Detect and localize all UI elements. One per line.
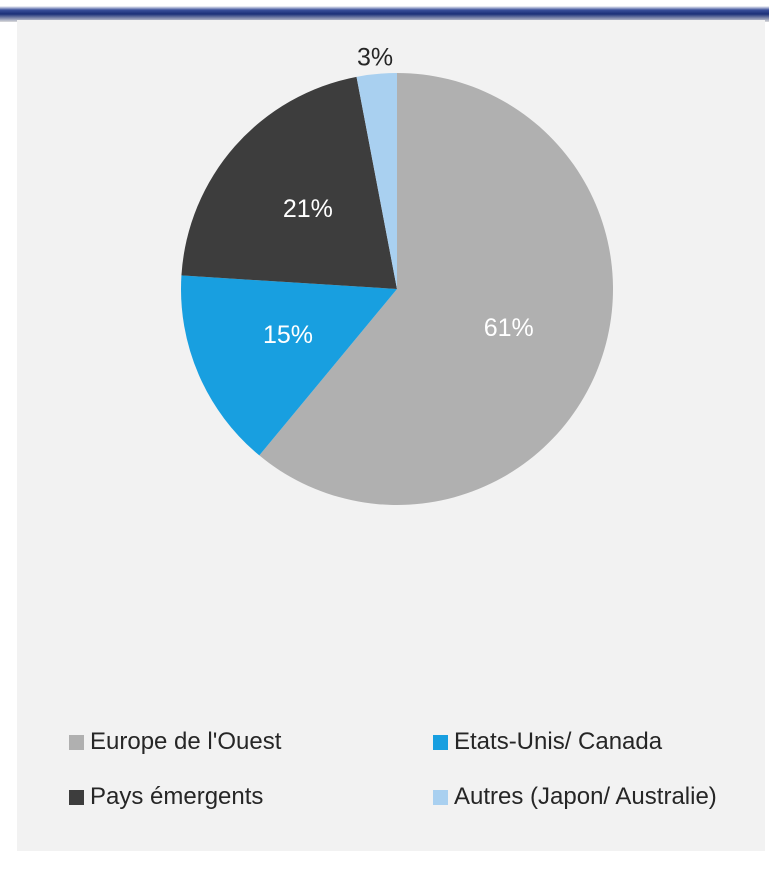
header-bar [0, 0, 769, 22]
pie-slice-autres [356, 73, 397, 289]
legend-item-europe: Europe de l'Ouest [69, 728, 281, 756]
pie-label-etats-unis: 15% [263, 321, 313, 349]
pie-label-europe: 61% [484, 314, 534, 342]
pie-slices [180, 73, 613, 505]
legend-swatch-pays-emergents [69, 789, 84, 805]
legend-swatch-autres [433, 789, 448, 805]
legend-label-pays-emergents: Pays émergents [90, 783, 264, 810]
pie-label-pays-emergents: 21% [283, 195, 333, 223]
pie-label-autres: 3% [357, 43, 393, 71]
legend-item-autres: Autres (Japon/ Australie) [433, 783, 717, 811]
legend-label-europe: Europe de l'Ouest [90, 728, 282, 755]
pie-labels: 61% 15% 21% 3% [263, 43, 534, 348]
pie-slice-etats-unis [180, 275, 397, 456]
pie-slice-europe [259, 73, 613, 505]
legend-swatch-europe [69, 734, 84, 750]
legend-item-etats-unis: Etats-Unis/ Canada [433, 728, 662, 756]
legend-item-pays-emergents: Pays émergents [69, 783, 263, 811]
legend-label-etats-unis: Etats-Unis/ Canada [454, 728, 663, 755]
legend-label-autres: Autres (Japon/ Australie) [454, 783, 717, 810]
legend-swatch-etats-unis [433, 734, 448, 750]
pie-slice-pays-emergents [181, 76, 397, 289]
